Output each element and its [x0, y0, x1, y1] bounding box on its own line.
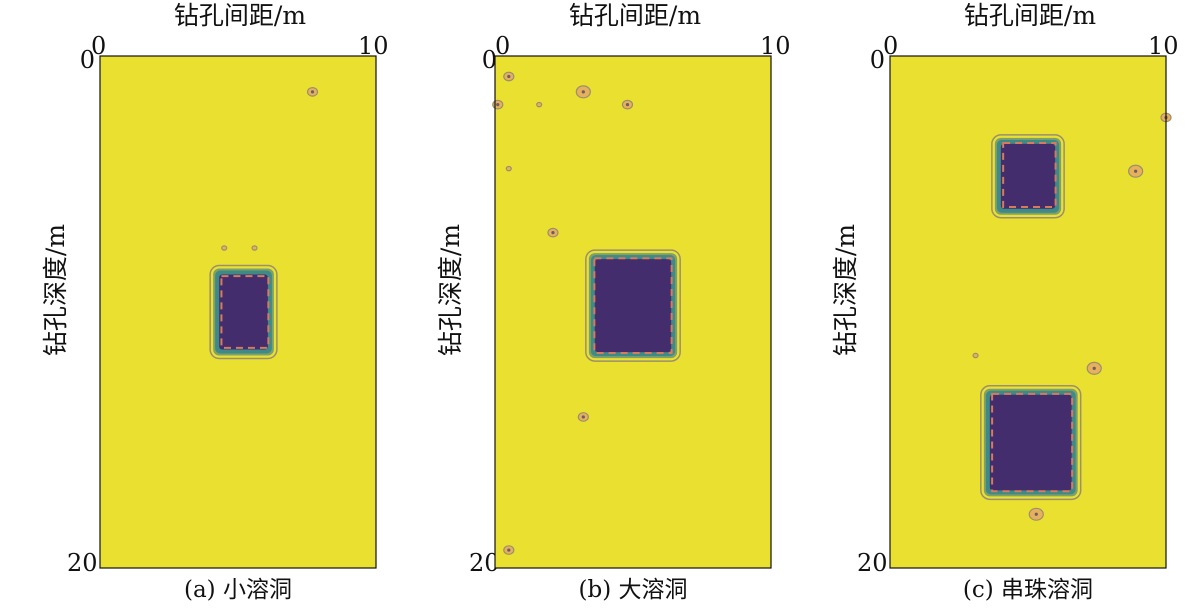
cavity-core [219, 274, 268, 350]
x-tick-max: 10 [358, 32, 389, 60]
cavity-contour-outer [209, 264, 278, 360]
anomaly-center [1134, 169, 1138, 173]
y-tick-min: 0 [869, 46, 885, 74]
x-axis-label: 钻孔间距/m [173, 1, 307, 30]
anomaly-center [507, 74, 511, 79]
y-axis-label: 钻孔深度/m [831, 223, 861, 357]
y-tick-min: 0 [79, 46, 95, 74]
x-tick-max: 10 [760, 32, 791, 60]
true-cavity-outline [991, 392, 1074, 493]
x-tick-min: 0 [883, 32, 899, 60]
subplot-caption: (b) 大溶洞 [578, 577, 688, 603]
true-cavity-outline [593, 257, 673, 354]
heatmap-plot [492, 55, 772, 569]
subplot-caption: (c) 串珠溶洞 [962, 577, 1094, 603]
true-cavity-outline [1002, 142, 1057, 209]
x-axis-label: 钻孔间距/m [963, 1, 1097, 30]
anomaly-center [507, 548, 511, 552]
anomaly-contour [536, 101, 543, 108]
anomaly-center [581, 90, 585, 94]
y-axis-label: 钻孔深度/m [436, 223, 466, 357]
anomaly-center [1092, 366, 1096, 370]
anomaly-contour [972, 352, 979, 359]
y-tick-max: 20 [857, 549, 888, 577]
anomaly-center [581, 415, 585, 419]
cavity-core [594, 259, 672, 353]
cavity-core [1000, 143, 1056, 209]
plot-frame [889, 55, 1167, 569]
cavity-core [989, 394, 1072, 491]
anomaly-contour [221, 245, 228, 251]
y-tick-min: 0 [481, 46, 497, 74]
anomaly-center [551, 231, 555, 235]
cavity-contour-outer [585, 249, 681, 362]
subplot-a: 钻孔间距/m 0 10 0 20 钻孔深度/m (a) 小溶洞 [0, 0, 389, 613]
plot-frame [494, 55, 772, 569]
x-axis-label: 钻孔间距/m [568, 1, 702, 30]
anomaly-center [1034, 512, 1038, 516]
subplot-caption: (a) 小溶洞 [184, 577, 292, 603]
subplot-b: 钻孔间距/m 0 10 0 20 钻孔深度/m (b) 大溶洞 [395, 0, 791, 613]
y-tick-max: 20 [67, 549, 98, 577]
anomaly-center [496, 103, 500, 107]
anomaly-center [310, 90, 315, 94]
cavity-contour-outer [991, 134, 1065, 219]
x-tick-min: 0 [495, 32, 511, 60]
anomaly-center [625, 103, 630, 107]
anomaly-contour [505, 165, 512, 172]
heatmap-plot [99, 55, 377, 569]
y-axis-label: 钻孔深度/m [41, 223, 71, 357]
x-tick-min: 0 [91, 32, 107, 60]
anomaly-contour [251, 245, 258, 251]
heatmap-plot [889, 55, 1172, 569]
cavity-contour-outer [980, 385, 1082, 501]
subplot-c: 钻孔间距/m 0 10 0 20 钻孔深度/m (c) 串珠溶洞 [790, 0, 1179, 613]
plot-frame [99, 55, 377, 569]
y-tick-max: 20 [469, 549, 500, 577]
x-tick-max: 10 [1148, 32, 1179, 60]
